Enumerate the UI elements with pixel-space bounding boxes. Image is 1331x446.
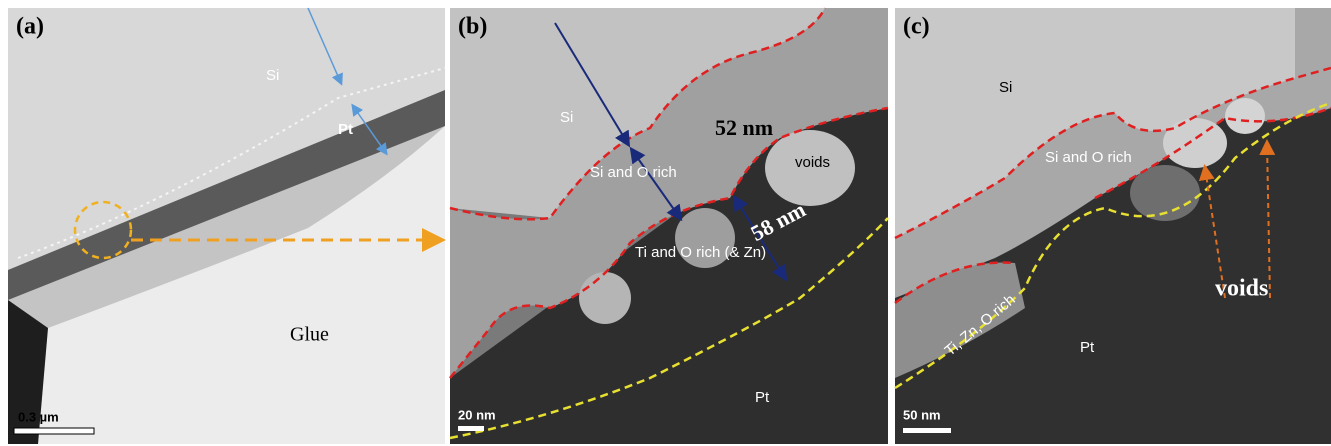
panel-a: (a) Si Pt Glue 0.3 µm <box>8 8 445 444</box>
annotation: Pt <box>1080 339 1095 356</box>
annotation: Ti and O rich (& Zn) <box>635 244 766 261</box>
annotation: Si and O rich <box>1045 149 1132 166</box>
panel-label: (a) <box>16 14 44 40</box>
figure: (a) Si Pt Glue 0.3 µm (b) Si 52 nm voids… <box>0 0 1331 446</box>
annotation: Si <box>560 109 573 126</box>
annotation: Pt <box>755 389 770 406</box>
scale-bar-label: 50 nm <box>903 407 941 422</box>
panel-b: (b) Si 52 nm voids Si and O rich 58 nm T… <box>450 8 888 444</box>
panel-c: (c) Si Si and O rich Ti, Zn, O rich void… <box>895 8 1331 444</box>
annotation: voids <box>795 154 830 171</box>
annotation: Si and O rich <box>590 164 677 181</box>
scale-bar-label: 20 nm <box>458 407 496 422</box>
annotation: voids <box>1215 276 1268 302</box>
annotation: Glue <box>290 324 329 346</box>
panel-label: (c) <box>903 14 930 40</box>
annotation: 52 nm <box>715 115 773 140</box>
panel-label: (b) <box>458 14 487 40</box>
annotation: Pt <box>338 121 353 138</box>
annotation: Si <box>266 67 279 84</box>
scale-bar-label: 0.3 µm <box>18 409 59 424</box>
annotation: Si <box>999 79 1012 96</box>
